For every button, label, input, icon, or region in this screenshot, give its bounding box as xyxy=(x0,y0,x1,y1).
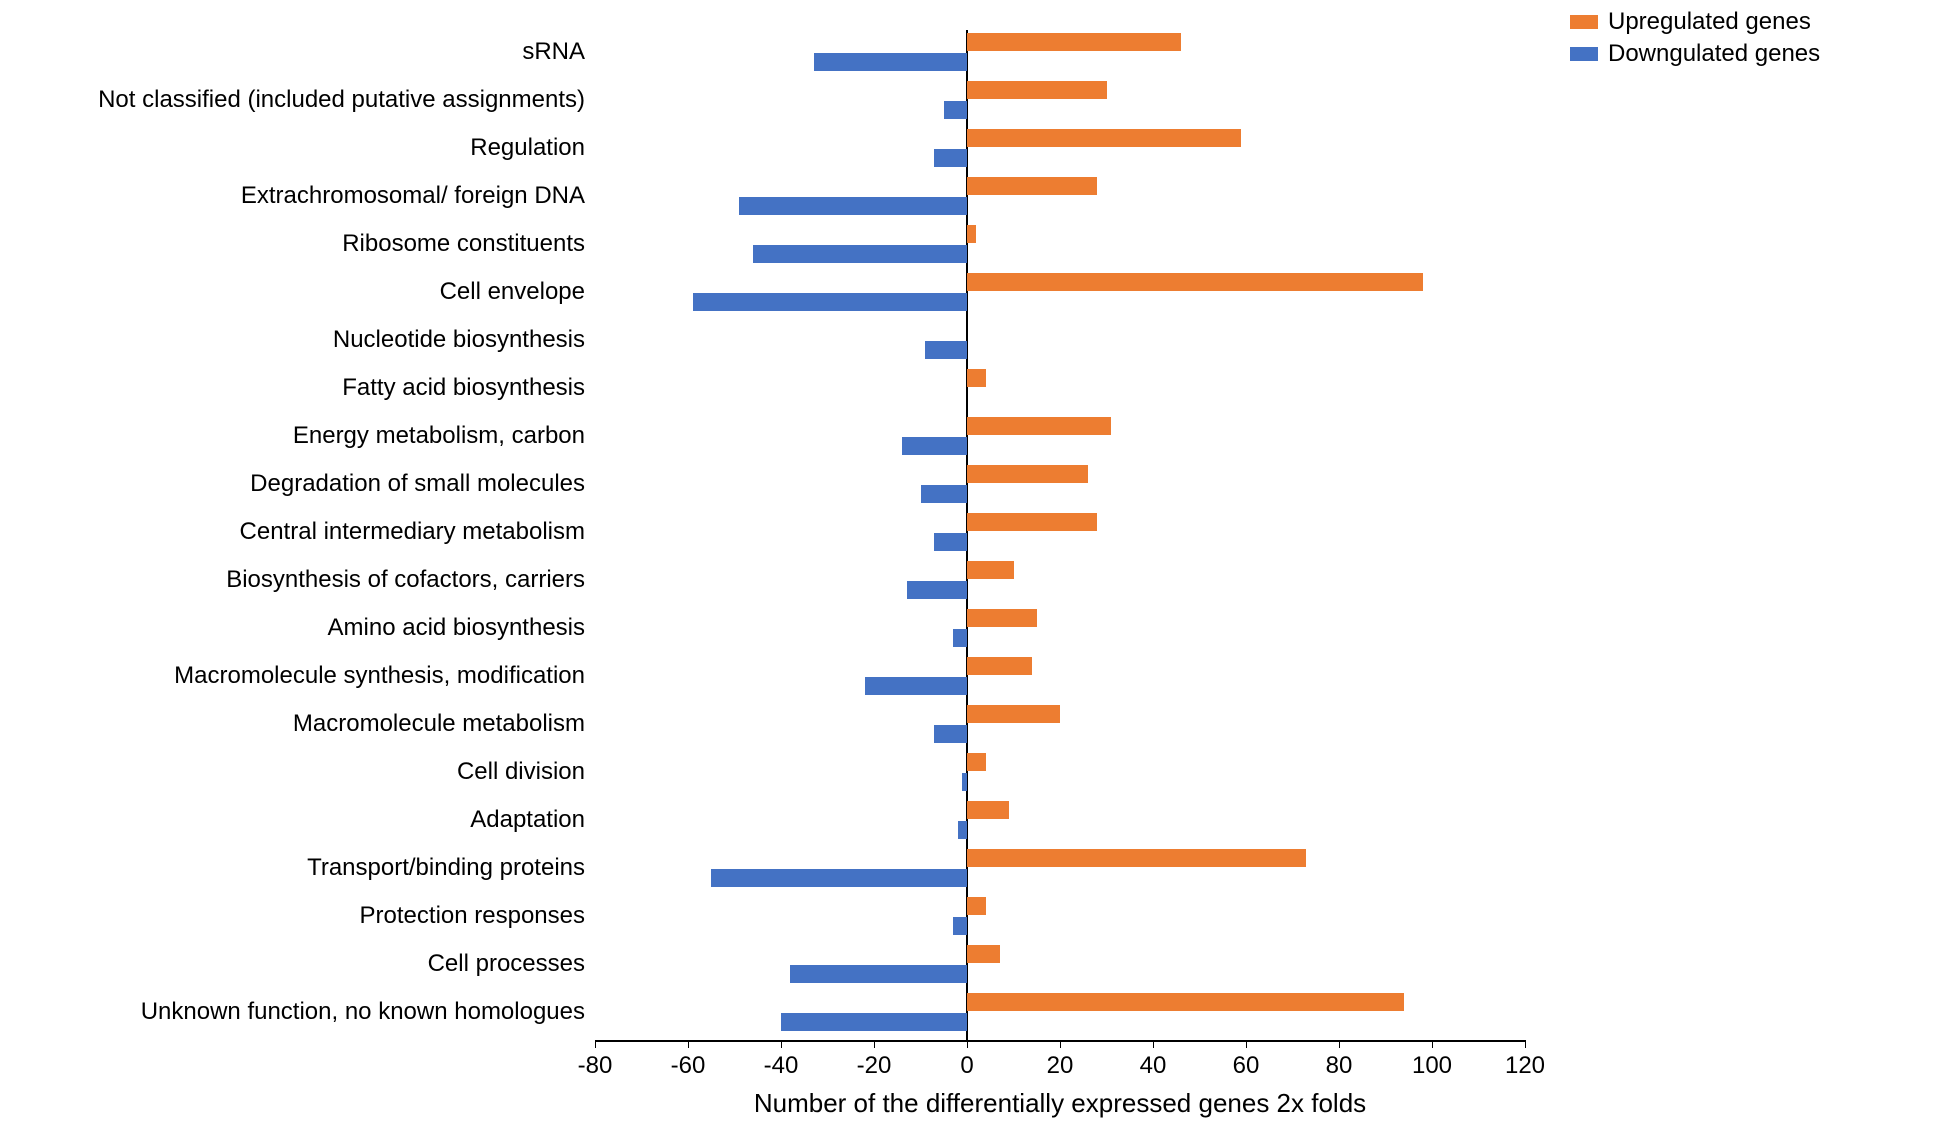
bar-up xyxy=(967,177,1097,195)
category-label: sRNA xyxy=(522,38,585,66)
x-tick-label: 40 xyxy=(1140,1052,1167,1080)
x-axis-label: Number of the differentially expressed g… xyxy=(595,1088,1525,1119)
bar-down xyxy=(711,869,967,887)
category-label: Macromolecule metabolism xyxy=(293,710,585,738)
category-label: Degradation of small molecules xyxy=(250,470,585,498)
x-tick xyxy=(1339,1040,1340,1048)
legend-item: Downgulated genes xyxy=(1570,40,1820,68)
bar-up xyxy=(967,273,1423,291)
x-tick-label: -40 xyxy=(764,1052,799,1080)
bar-up xyxy=(967,945,1000,963)
category-label: Regulation xyxy=(470,134,585,162)
bar-up xyxy=(967,705,1060,723)
category-label: Amino acid biosynthesis xyxy=(328,614,585,642)
category-label: Unknown function, no known homologues xyxy=(141,998,585,1026)
x-tick-label: 80 xyxy=(1326,1052,1353,1080)
bar-up xyxy=(967,993,1404,1011)
chart-container: Upregulated genesDowngulated genes sRNAN… xyxy=(0,0,1946,1140)
x-tick xyxy=(1525,1040,1526,1048)
bar-down xyxy=(953,629,967,647)
bar-up xyxy=(967,897,986,915)
legend: Upregulated genes Downgulated genes xyxy=(1570,8,1820,72)
bar-down xyxy=(962,773,967,791)
x-tick xyxy=(1432,1040,1433,1048)
category-label: Cell processes xyxy=(428,950,585,978)
bar-down xyxy=(814,53,967,71)
x-tick-label: -20 xyxy=(857,1052,892,1080)
bar-down xyxy=(902,437,967,455)
bar-up xyxy=(967,753,986,771)
bar-up xyxy=(967,849,1306,867)
bar-up xyxy=(967,33,1181,51)
bar-up xyxy=(967,465,1088,483)
bar-up xyxy=(967,225,976,243)
x-tick xyxy=(1246,1040,1247,1048)
x-tick xyxy=(781,1040,782,1048)
legend-swatch xyxy=(1570,47,1598,61)
category-label: Ribosome constituents xyxy=(342,230,585,258)
legend-label: Upregulated genes xyxy=(1608,8,1811,36)
x-tick-label: 120 xyxy=(1505,1052,1545,1080)
category-label: Transport/binding proteins xyxy=(307,854,585,882)
category-label: Nucleotide biosynthesis xyxy=(333,326,585,354)
bar-down xyxy=(753,245,967,263)
x-tick-label: 0 xyxy=(960,1052,973,1080)
category-label: Protection responses xyxy=(360,902,585,930)
category-label: Central intermediary metabolism xyxy=(240,518,585,546)
bar-down xyxy=(907,581,967,599)
x-tick-label: -80 xyxy=(578,1052,613,1080)
plot-area: sRNANot classified (included putative as… xyxy=(595,30,1525,1040)
bar-down xyxy=(693,293,967,311)
bar-down xyxy=(934,725,967,743)
bar-down xyxy=(953,917,967,935)
x-tick-label: -60 xyxy=(671,1052,706,1080)
bar-down xyxy=(944,101,967,119)
category-label: Adaptation xyxy=(470,806,585,834)
x-tick xyxy=(967,1040,968,1048)
x-tick xyxy=(688,1040,689,1048)
bar-up xyxy=(967,369,986,387)
category-label: Cell envelope xyxy=(440,278,585,306)
bar-up xyxy=(967,801,1009,819)
bar-up xyxy=(967,513,1097,531)
bar-down xyxy=(934,149,967,167)
legend-item: Upregulated genes xyxy=(1570,8,1820,36)
category-label: Extrachromosomal/ foreign DNA xyxy=(241,182,585,210)
bar-up xyxy=(967,609,1037,627)
bar-down xyxy=(925,341,967,359)
bar-up xyxy=(967,81,1107,99)
category-label: Fatty acid biosynthesis xyxy=(342,374,585,402)
bar-down xyxy=(958,821,967,839)
category-label: Energy metabolism, carbon xyxy=(293,422,585,450)
bar-down xyxy=(934,533,967,551)
bar-down xyxy=(739,197,967,215)
bar-down xyxy=(781,1013,967,1031)
x-tick-label: 60 xyxy=(1233,1052,1260,1080)
bar-up xyxy=(967,561,1014,579)
bar-down xyxy=(790,965,967,983)
bar-up xyxy=(967,657,1032,675)
category-label: Cell division xyxy=(457,758,585,786)
category-label: Macromolecule synthesis, modification xyxy=(174,662,585,690)
legend-swatch xyxy=(1570,15,1598,29)
x-tick xyxy=(1153,1040,1154,1048)
x-tick xyxy=(595,1040,596,1048)
x-tick xyxy=(874,1040,875,1048)
category-label: Biosynthesis of cofactors, carriers xyxy=(226,566,585,594)
x-tick xyxy=(1060,1040,1061,1048)
bar-up xyxy=(967,129,1241,147)
category-label: Not classified (included putative assign… xyxy=(98,86,585,114)
bar-down xyxy=(865,677,967,695)
x-tick-label: 20 xyxy=(1047,1052,1074,1080)
bar-down xyxy=(921,485,968,503)
legend-label: Downgulated genes xyxy=(1608,40,1820,68)
bar-up xyxy=(967,417,1111,435)
x-tick-label: 100 xyxy=(1412,1052,1452,1080)
